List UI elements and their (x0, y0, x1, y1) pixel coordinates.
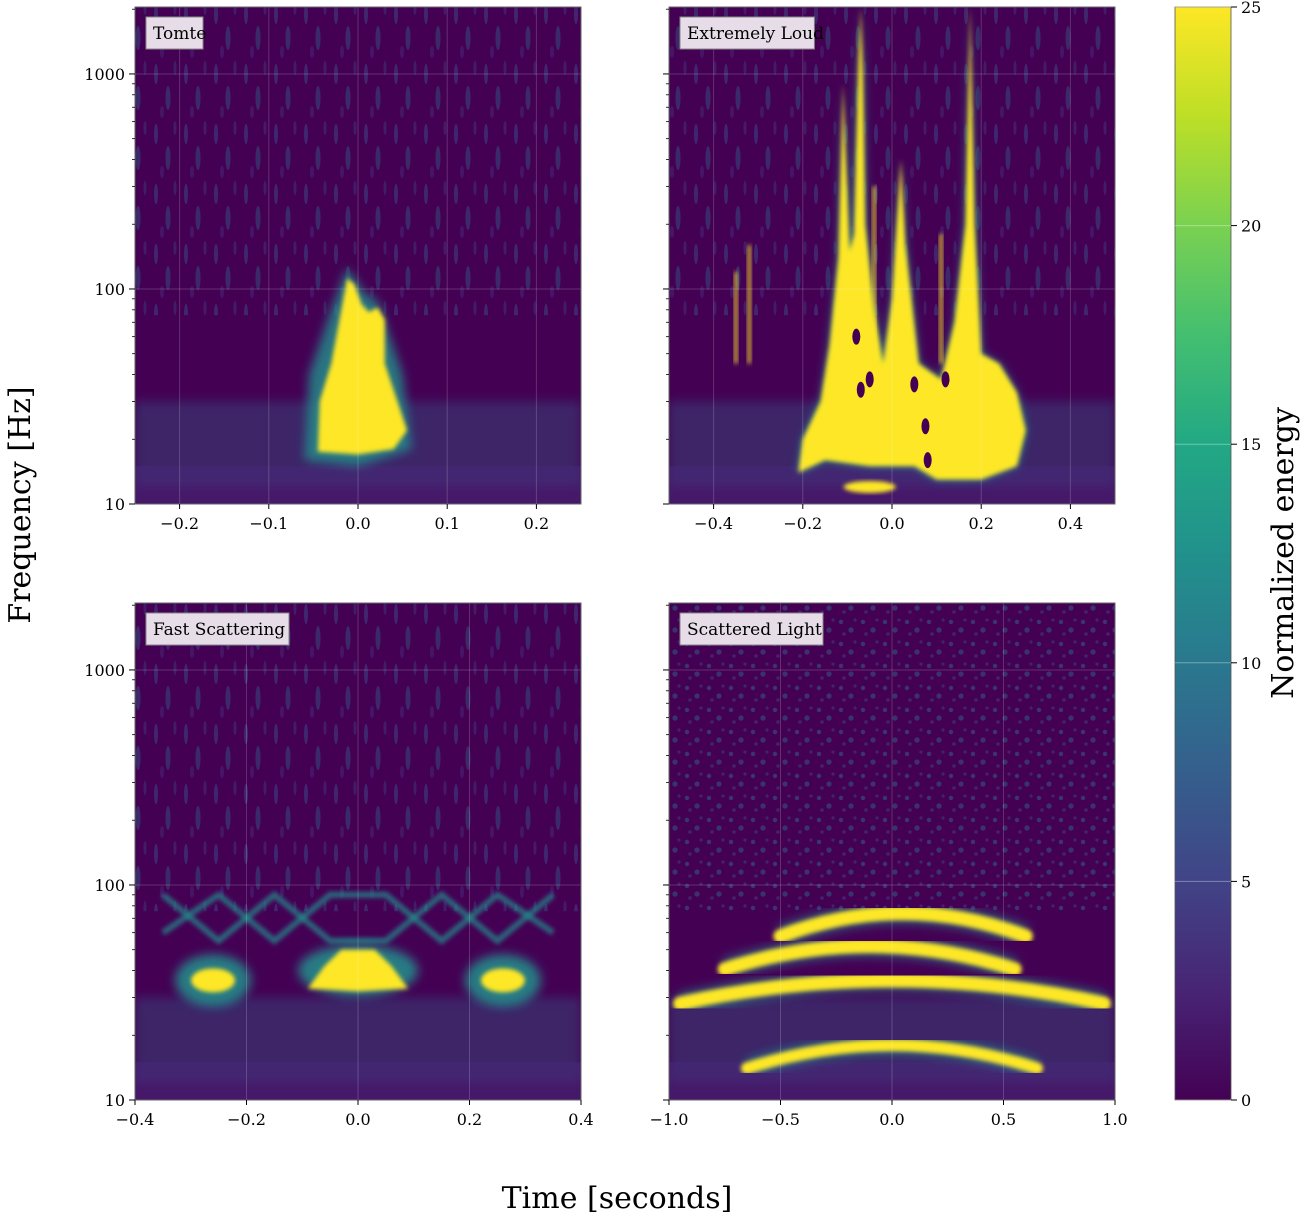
colorbar-tick-label: 25 (1241, 0, 1261, 17)
colorbar-tick-label: 20 (1241, 217, 1261, 236)
panel-label-box (679, 16, 815, 50)
loud-spike (733, 271, 738, 364)
x-tick-label: 0.4 (1058, 514, 1083, 533)
x-tick-label: 0.0 (879, 1110, 904, 1129)
panel-label-box (145, 16, 204, 50)
x-tick-label: 1.0 (1102, 1110, 1127, 1129)
colorbar-tick-label: 10 (1241, 654, 1261, 673)
heatmap-noise (669, 603, 1115, 912)
x-tick-label: 0.2 (968, 514, 993, 533)
panel-fast-scattering: −0.4 −0.2 0.0 0.2 0.4 10 100 1000 Fast Scatterin… (84, 602, 594, 1129)
x-tick-label: 0.2 (457, 1110, 482, 1129)
heatmap-noise (135, 7, 581, 316)
x-tick-label: −0.5 (761, 1110, 800, 1129)
x-tick-label: −0.4 (116, 1110, 155, 1129)
scatter-ridge (161, 891, 555, 945)
x-tick-label: −0.2 (783, 514, 822, 533)
x-tick-label: −0.2 (160, 514, 199, 533)
colorbar-tick-label: 0 (1241, 1091, 1251, 1110)
y-axis-title: Frequency [Hz] (3, 386, 38, 623)
x-tick-label: −0.2 (227, 1110, 266, 1129)
y-tick-label: 1000 (84, 661, 125, 680)
panel-label-box (679, 612, 824, 646)
loud-hole (865, 371, 874, 388)
arch-band (673, 973, 1111, 1011)
loud-hole (921, 418, 930, 435)
loud-hole (923, 452, 932, 469)
heatmap-noise (135, 603, 581, 912)
arch-band (741, 1039, 1043, 1075)
panel-label: Scattered Light (687, 620, 822, 640)
x-tick-label: 0.0 (345, 1110, 370, 1129)
panel-label: Tomte (153, 24, 206, 44)
colorbar-title: Normalized energy (1266, 407, 1300, 699)
x-tick-label: −1.0 (650, 1110, 689, 1129)
plot-area (669, 603, 1115, 1100)
y-tick-label: 10 (105, 495, 125, 514)
arch-band (717, 939, 1022, 977)
colorbar-tick-label: 15 (1241, 435, 1261, 454)
scatter-blob (191, 968, 236, 993)
y-tick-label: 100 (94, 280, 125, 299)
y-tick-label: 100 (94, 876, 125, 895)
heatmap-noise (669, 7, 1115, 316)
colorbar-tick-label: 5 (1241, 872, 1251, 891)
arch-band (773, 906, 1033, 944)
plot-area (135, 603, 581, 1100)
panel-label-box (145, 612, 290, 646)
scatter-ridge (160, 890, 556, 945)
colorbar: 0 5 10 15 20 25 (1174, 0, 1261, 1110)
x-tick-label: −0.4 (694, 514, 733, 533)
plot-area (669, 7, 1115, 504)
heatmap-floor-band (135, 466, 581, 504)
loud-hole (910, 376, 919, 393)
plot-area (135, 7, 581, 504)
loud-hole (941, 371, 950, 388)
heatmap-floor-band (135, 1062, 581, 1100)
loud-spike (939, 234, 944, 364)
x-tick-label: 0.0 (345, 514, 370, 533)
loud-bottom-sliver (843, 480, 896, 493)
y-tick-label: 10 (105, 1091, 125, 1110)
panel-scattered-light: −1.0 −0.5 0.0 0.5 1.0 Scattered Light (650, 602, 1128, 1129)
loud-hole (852, 328, 861, 345)
x-tick-label: 0.2 (524, 514, 549, 533)
panel-extremely-loud: −0.4 −0.2 0.0 0.2 0.4 Extremely Loud (663, 6, 1116, 533)
y-tick-label: 1000 (84, 65, 125, 84)
x-tick-label: −0.1 (249, 514, 288, 533)
x-tick-label: 0.0 (879, 514, 904, 533)
x-axis-title: Time [seconds] (502, 1181, 733, 1216)
loud-spike (747, 245, 752, 364)
x-tick-label: 0.4 (568, 1110, 593, 1129)
colorbar-ticks: 0 5 10 15 20 25 (1175, 0, 1261, 1110)
panel-label: Fast Scattering (153, 620, 285, 640)
panel-label: Extremely Loud (687, 24, 824, 44)
panel-tomte: −0.2 −0.1 0.0 0.1 0.2 10 100 1000 Tomte (84, 6, 582, 533)
loud-hole (856, 381, 865, 398)
loud-spike (872, 186, 877, 364)
scatter-blob (480, 968, 525, 993)
scatter-blob (307, 949, 409, 992)
x-tick-label: 0.1 (434, 514, 459, 533)
colorbar-gradient (1174, 6, 1232, 1101)
x-tick-label: 0.5 (991, 1110, 1016, 1129)
tomte-blob (317, 278, 408, 455)
loud-blob (798, 7, 1026, 480)
